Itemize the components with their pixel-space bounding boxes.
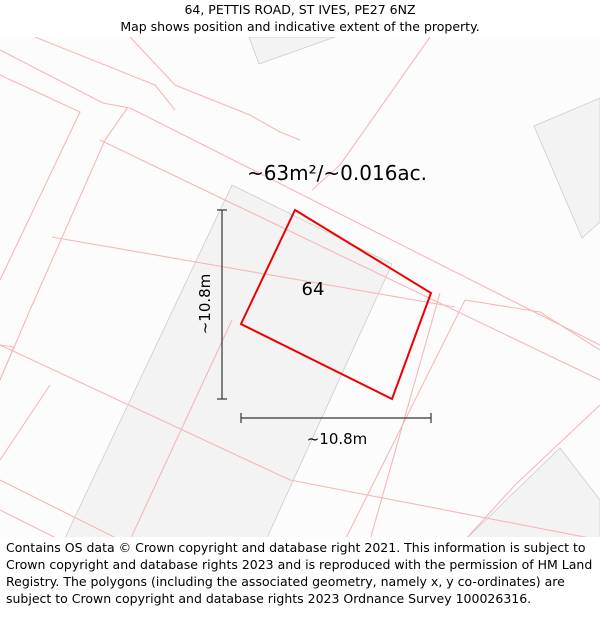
property-address-title: 64, PETTIS ROAD, ST IVES, PE27 6NZ bbox=[184, 2, 416, 17]
property-map[interactable]: ~63m²/~0.016ac. 64 ~10.8m ~10.8m bbox=[0, 37, 600, 537]
parcel-boundaries bbox=[0, 37, 600, 537]
horizontal-dimension-label: ~10.8m bbox=[307, 430, 368, 448]
map-subtitle: Map shows position and indicative extent… bbox=[120, 19, 480, 34]
vertical-dimension-line bbox=[217, 209, 227, 400]
building-strip bbox=[64, 184, 393, 537]
building-right bbox=[533, 97, 600, 239]
plot-number-label: 64 bbox=[302, 279, 325, 300]
area-label: ~63m²/~0.016ac. bbox=[247, 161, 427, 185]
map-header: 64, PETTIS ROAD, ST IVES, PE27 6NZ Map s… bbox=[0, 0, 600, 37]
copyright-footer: Contains OS data © Crown copyright and d… bbox=[6, 539, 596, 607]
vertical-dimension-label: ~10.8m bbox=[196, 274, 214, 335]
building-top bbox=[248, 37, 336, 65]
attribution-text: Contains OS data © Crown copyright and d… bbox=[6, 540, 593, 606]
horizontal-dimension-line bbox=[240, 413, 432, 423]
property-boundary[interactable] bbox=[239, 208, 433, 401]
buildings bbox=[64, 37, 600, 537]
building-bottom-right bbox=[467, 447, 600, 537]
